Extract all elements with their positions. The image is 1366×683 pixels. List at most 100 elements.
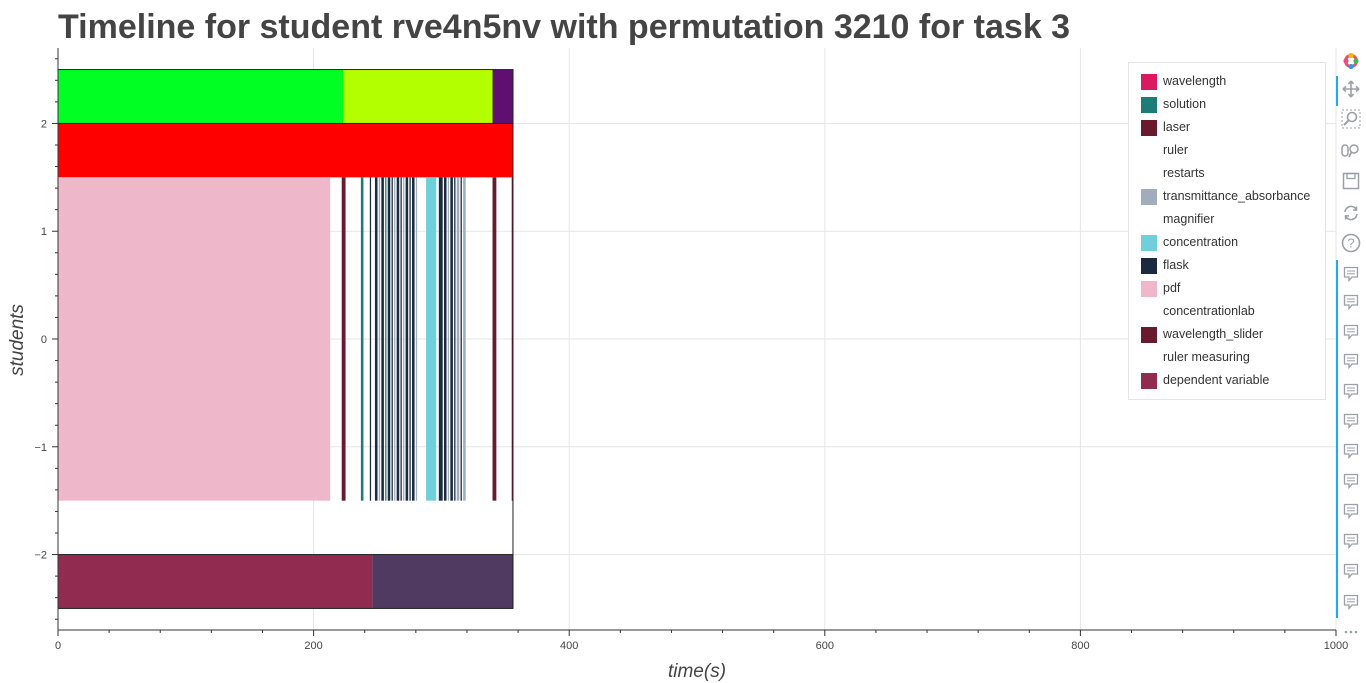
hover-icon[interactable]	[1338, 559, 1364, 583]
timeline-bar[interactable]	[58, 69, 343, 124]
legend-item[interactable]: wavelength_slider	[1129, 325, 1325, 348]
timeline-bar[interactable]	[58, 123, 513, 178]
legend-swatch	[1141, 189, 1157, 205]
x-tick-label: 400	[560, 640, 578, 652]
legend-label: wavelength	[1163, 74, 1227, 88]
timeline-bar[interactable]	[403, 177, 405, 501]
hover-icon[interactable]	[1338, 379, 1364, 403]
hover-icon[interactable]	[1338, 290, 1364, 314]
legend-swatch	[1141, 373, 1157, 389]
timeline-bar[interactable]	[396, 177, 400, 501]
timeline-bar[interactable]	[394, 177, 396, 501]
hover-icon[interactable]	[1338, 320, 1364, 344]
timeline-bar[interactable]	[412, 177, 415, 501]
legend-label: solution	[1163, 97, 1207, 111]
legend-label: concentration	[1163, 235, 1239, 249]
legend-label: wavelength_slider	[1163, 327, 1264, 341]
hover-icon[interactable]	[1338, 529, 1364, 553]
legend-swatch	[1141, 327, 1157, 343]
timeline-bars[interactable]	[57, 69, 514, 609]
pan-icon[interactable]	[1338, 77, 1364, 101]
timeline-bar[interactable]	[391, 177, 393, 501]
legend-item[interactable]: magnifier	[1129, 210, 1325, 233]
reset-icon[interactable]	[1338, 201, 1364, 225]
more-icon[interactable]	[1338, 620, 1364, 644]
y-tick-label: 0	[41, 334, 47, 346]
legend-item[interactable]: concentration	[1129, 233, 1325, 256]
timeline-bar[interactable]	[58, 554, 373, 609]
legend-label: pdf	[1163, 281, 1181, 295]
y-axis-label: students	[7, 304, 28, 376]
svg-text:?: ?	[1347, 236, 1354, 251]
legend-item[interactable]: solution	[1129, 95, 1325, 118]
legend-swatch	[1141, 120, 1157, 136]
timeline-bar[interactable]	[387, 177, 391, 501]
hover-icon[interactable]	[1338, 469, 1364, 493]
hover-icon[interactable]	[1338, 262, 1364, 286]
legend-item[interactable]: flask	[1129, 256, 1325, 279]
legend-swatch	[1141, 304, 1157, 320]
timeline-bar[interactable]	[58, 177, 331, 501]
active-tool-indicator	[1336, 76, 1338, 106]
y-tick-label: −2	[34, 550, 47, 562]
timeline-bar[interactable]	[447, 177, 450, 501]
timeline-bar[interactable]	[415, 177, 418, 501]
legend-swatch	[1141, 97, 1157, 113]
hover-icon[interactable]	[1338, 499, 1364, 523]
timeline-bar[interactable]	[400, 177, 402, 501]
timeline-bar[interactable]	[511, 177, 513, 501]
timeline-bar[interactable]	[341, 177, 346, 501]
hover-icon[interactable]	[1338, 349, 1364, 373]
timeline-bar[interactable]	[450, 177, 453, 501]
hover-icon[interactable]	[1338, 590, 1364, 614]
legend-swatch	[1141, 235, 1157, 251]
timeline-bar[interactable]	[378, 177, 381, 501]
legend-item[interactable]: ruler measuring	[1129, 348, 1325, 371]
y-tick-label: 2	[41, 118, 47, 130]
x-tick-label: 0	[55, 640, 61, 652]
legend-label: magnifier	[1163, 212, 1215, 226]
y-tick-label: −1	[34, 442, 47, 454]
legend-item[interactable]: transmittance_absorbance	[1129, 187, 1325, 210]
legend-item[interactable]: dependent variable	[1129, 371, 1325, 394]
timeline-bar[interactable]	[454, 177, 456, 501]
wheel-zoom-icon[interactable]	[1338, 139, 1364, 163]
timeline-bar[interactable]	[438, 177, 443, 501]
legend-swatch	[1141, 143, 1157, 159]
box-zoom-icon[interactable]	[1338, 107, 1364, 131]
timeline-bar[interactable]	[342, 69, 493, 124]
hover-icon[interactable]	[1338, 439, 1364, 463]
timeline-bar[interactable]	[381, 177, 384, 501]
x-axis-label: time(s)	[668, 661, 726, 682]
timeline-bar[interactable]	[492, 69, 513, 124]
legend-label: transmittance_absorbance	[1163, 189, 1311, 203]
legend-item[interactable]: restarts	[1129, 164, 1325, 187]
timeline-bar[interactable]	[456, 177, 460, 501]
timeline-bar[interactable]	[405, 177, 409, 501]
x-tick-label: 200	[304, 640, 322, 652]
timeline-bar[interactable]	[372, 554, 513, 609]
x-tick-label: 600	[816, 640, 834, 652]
timeline-bar[interactable]	[492, 177, 497, 501]
timeline-bar[interactable]	[385, 177, 387, 501]
legend-item[interactable]: pdf	[1129, 279, 1325, 302]
timeline-bar[interactable]	[443, 177, 447, 501]
timeline-bar[interactable]	[374, 177, 378, 501]
legend-item[interactable]: laser	[1129, 118, 1325, 141]
hover-icon[interactable]	[1338, 409, 1364, 433]
timeline-bar[interactable]	[463, 177, 466, 501]
timeline-bar[interactable]	[369, 177, 372, 501]
legend-item[interactable]: ruler	[1129, 141, 1325, 164]
timeline-bar[interactable]	[360, 177, 364, 501]
x-tick-label: 800	[1071, 640, 1089, 652]
timeline-bar[interactable]	[409, 177, 411, 501]
active-tool-indicator	[1336, 260, 1338, 618]
timeline-bar[interactable]	[460, 177, 462, 501]
chart-title: Timeline for student rve4n5nv with permu…	[58, 8, 1071, 46]
save-icon[interactable]	[1338, 169, 1364, 193]
legend-item[interactable]: wavelength	[1129, 72, 1325, 95]
legend-item[interactable]: concentrationlab	[1129, 302, 1325, 325]
help-icon[interactable]: ?	[1338, 231, 1364, 255]
timeline-bar[interactable]	[426, 177, 437, 501]
